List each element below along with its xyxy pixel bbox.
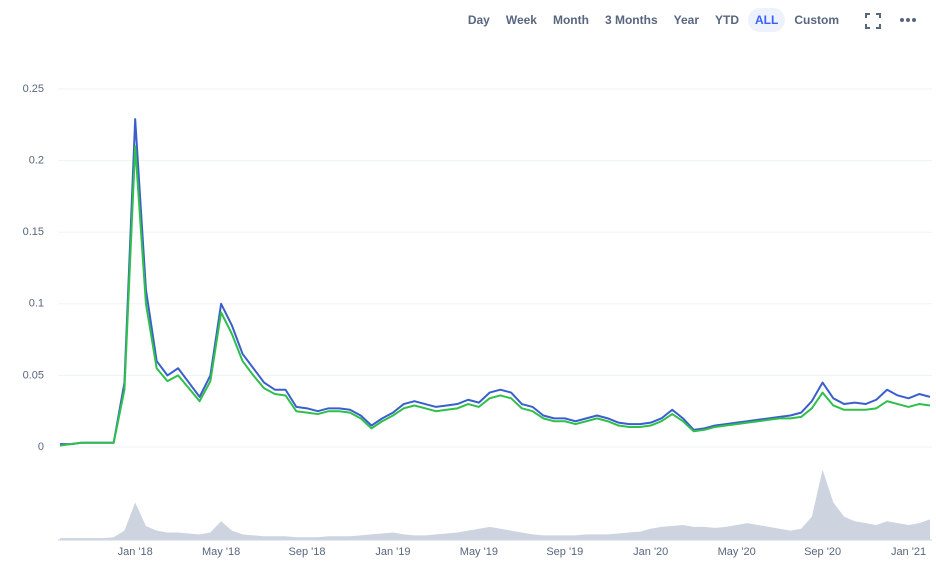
range-button[interactable]: Month: [552, 13, 589, 27]
x-tick-label: Sep '19: [546, 546, 583, 558]
range-button[interactable]: Year: [673, 13, 699, 27]
x-tick-label: Jan '21: [891, 546, 926, 558]
range-button[interactable]: Day: [467, 13, 490, 27]
y-tick-label: 0.25: [23, 83, 44, 95]
price-line: [59, 145, 931, 447]
volume-area: [60, 469, 930, 540]
more-icon[interactable]: [890, 8, 926, 32]
range-button[interactable]: Week: [505, 13, 537, 27]
y-tick-label: 0.1: [29, 298, 44, 310]
x-tick-label: May '19: [460, 546, 498, 558]
x-tick-label: Jan '19: [375, 546, 410, 558]
fullscreen-icon[interactable]: [858, 8, 888, 32]
y-tick-label: 0.15: [23, 226, 44, 238]
y-tick-label: 0.2: [29, 155, 44, 167]
x-tick-label: Jan '20: [633, 546, 668, 558]
range-button[interactable]: Custom: [794, 13, 839, 27]
x-tick-label: Sep '18: [289, 546, 326, 558]
range-button[interactable]: YTD: [715, 13, 739, 27]
range-button[interactable]: 3 Months: [604, 13, 658, 27]
price-line: [60, 118, 931, 446]
toolbar: Day Week Month 3 Months Year YTD ALL Custom: [461, 8, 926, 32]
x-tick-label: May '18: [202, 546, 240, 558]
y-tick-label: 0.05: [23, 369, 44, 381]
x-tick-label: May '20: [718, 546, 756, 558]
y-tick-label: 0: [38, 441, 44, 453]
x-tick-label: Jan '18: [118, 546, 153, 558]
range-button[interactable]: ALL: [748, 8, 786, 32]
x-tick-label: Sep '20: [804, 546, 841, 558]
